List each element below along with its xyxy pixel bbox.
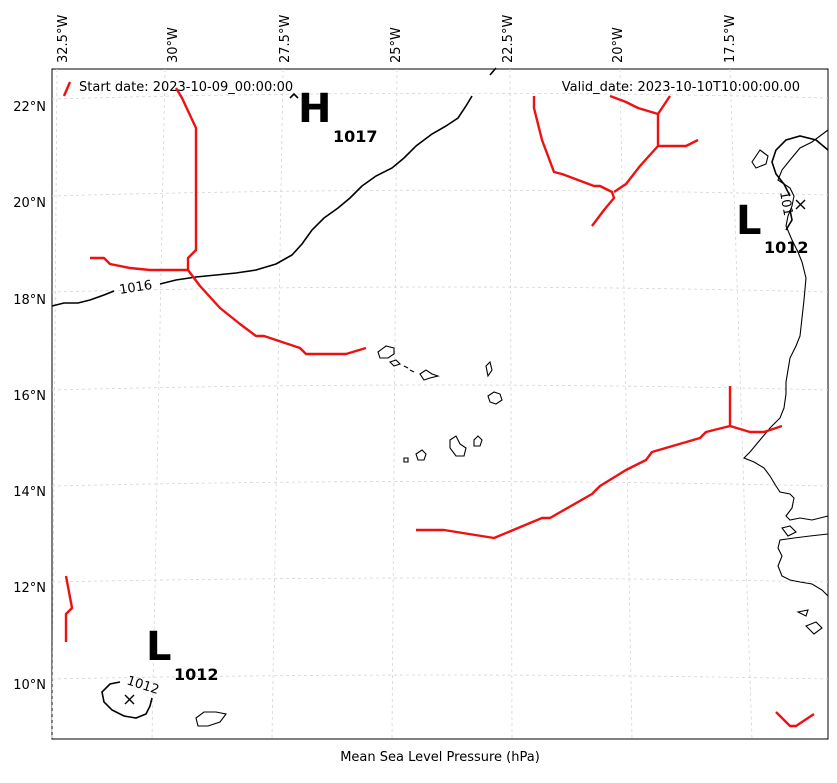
front-line <box>174 87 198 270</box>
cross-marker <box>124 694 135 705</box>
front-line <box>64 575 74 642</box>
coastlines <box>195 129 829 727</box>
valid-date-label: Valid_date: 2023-10-10T10:00:00.00 <box>562 80 800 95</box>
start-date-label: Start date: 2023-10-09_00:00:00 <box>79 80 293 95</box>
coast-inlet <box>805 621 823 635</box>
island <box>403 365 409 369</box>
island <box>409 369 415 373</box>
lon-tick-label: 27.5°W <box>278 15 293 63</box>
island <box>473 435 483 447</box>
front-line <box>90 256 367 356</box>
isobar-1012 <box>771 135 829 197</box>
lat-tick-labels: 22°N 20°N 18°N 16°N 14°N 12°N 10°N <box>13 100 46 693</box>
lat-tick-label: 16°N <box>13 389 46 404</box>
isobar-1016 <box>51 290 115 307</box>
gridlines <box>51 68 829 740</box>
isobar-label: 101 <box>776 190 795 217</box>
low-center-value: 1012 <box>174 665 219 684</box>
lat-tick-label: 20°N <box>13 196 46 211</box>
island <box>487 391 503 405</box>
high-center-value: 1017 <box>333 127 378 146</box>
island <box>195 711 227 727</box>
low-center-letter: L <box>146 624 172 670</box>
front-line <box>532 96 616 227</box>
lon-tick-label: 30°W <box>166 27 181 63</box>
lon-tick-label: 17.5°W <box>723 15 738 63</box>
island <box>377 345 395 359</box>
front-line <box>416 424 783 540</box>
island <box>449 435 467 457</box>
coast-inlet <box>796 609 809 617</box>
isobar-1016 <box>489 67 497 76</box>
high-center-letter: H <box>298 86 331 132</box>
isobars <box>51 67 829 719</box>
island <box>419 369 440 381</box>
isobar-h-fragment <box>289 92 299 99</box>
lat-tick-label: 22°N <box>13 100 46 115</box>
front-line <box>609 94 671 116</box>
lon-tick-label: 25°W <box>389 27 404 63</box>
map-frame <box>51 68 829 740</box>
lat-tick-label: 12°N <box>13 581 46 596</box>
africa-coastline <box>777 533 829 597</box>
front-line <box>62 81 72 97</box>
cross-marker <box>795 199 806 210</box>
island <box>403 457 409 463</box>
lat-tick-label: 10°N <box>13 678 46 693</box>
front-line <box>613 145 659 193</box>
lon-tick-labels: 32.5°W 30°W 27.5°W 25°W 22.5°W 20°W 17.5… <box>56 15 738 63</box>
lat-tick-label: 14°N <box>13 485 46 500</box>
island <box>485 360 493 378</box>
fronts <box>62 81 815 728</box>
island <box>388 359 402 367</box>
low-center-letter: L <box>736 198 762 244</box>
front-line <box>775 711 815 728</box>
island <box>415 449 427 461</box>
low-center-value: 1012 <box>764 238 809 257</box>
lon-tick-label: 32.5°W <box>56 15 71 63</box>
lon-tick-label: 22.5°W <box>501 15 516 63</box>
x-axis-label: Mean Sea Level Pressure (hPa) <box>340 750 540 765</box>
isobar-1012 <box>101 681 153 719</box>
isobar-1016 <box>159 95 473 285</box>
coast-inlet <box>751 149 769 169</box>
isobar-1012 <box>785 209 793 231</box>
lon-tick-label: 20°W <box>611 27 626 63</box>
front-line <box>656 114 699 148</box>
coast-inlet <box>781 525 797 537</box>
lat-tick-label: 18°N <box>13 293 46 308</box>
isobar-label: 1016 <box>118 278 153 298</box>
low-markers <box>124 199 806 705</box>
africa-coastline <box>743 129 829 521</box>
